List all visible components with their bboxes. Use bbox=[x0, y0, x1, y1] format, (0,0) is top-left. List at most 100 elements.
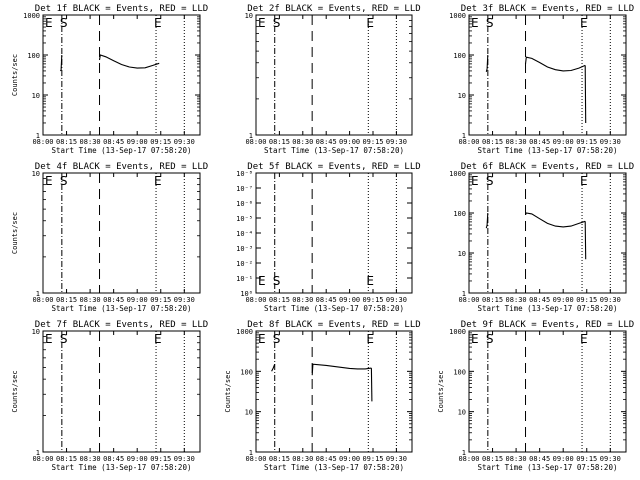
chart-title: Det 5f BLACK = Events, RED = LLD bbox=[247, 162, 420, 172]
x-tick-label: 08:00 bbox=[245, 455, 266, 463]
x-tick-label: 08:30 bbox=[506, 296, 527, 304]
event-marker-e: E bbox=[45, 332, 53, 346]
series-line bbox=[370, 368, 373, 402]
x-tick-label: 09:30 bbox=[386, 296, 407, 304]
x-tick-label: 09:15 bbox=[362, 138, 383, 146]
y-tick-label: 10 bbox=[458, 409, 466, 417]
x-tick-label: 09:30 bbox=[600, 296, 621, 304]
y-tick-label: 1000 bbox=[236, 328, 253, 336]
event-marker-e: E bbox=[154, 16, 162, 30]
x-axis-label: Start Time (13-Sep-17 07:58:20) bbox=[478, 463, 618, 472]
y-tick-label: 1000 bbox=[23, 12, 40, 20]
x-tick-label: 08:15 bbox=[482, 138, 503, 146]
event-marker-e: E bbox=[258, 16, 266, 30]
y-tick-label: 10⁻¹ bbox=[236, 275, 253, 283]
event-marker-s: S bbox=[486, 332, 494, 346]
x-tick-label: 08:30 bbox=[80, 455, 101, 463]
x-tick-label: 08:45 bbox=[529, 138, 550, 146]
series-line bbox=[485, 54, 489, 72]
x-tick-label: 08:45 bbox=[103, 296, 124, 304]
chart-title: Det 1f BLACK = Events, RED = LLD bbox=[35, 4, 208, 14]
x-tick-label: 08:15 bbox=[482, 455, 503, 463]
x-tick-label: 08:00 bbox=[458, 138, 479, 146]
y-tick-label: 10⁻⁵ bbox=[236, 215, 253, 223]
x-tick-label: 08:45 bbox=[529, 296, 550, 304]
event-marker-e: E bbox=[471, 332, 479, 346]
x-axis-label: Start Time (13-Sep-17 07:58:20) bbox=[264, 463, 404, 472]
x-tick-label: 09:00 bbox=[339, 455, 360, 463]
x-axis-label: Start Time (13-Sep-17 07:58:20) bbox=[52, 146, 192, 155]
series-line bbox=[311, 363, 372, 376]
y-tick-label: 10 bbox=[32, 92, 40, 100]
series-line bbox=[59, 54, 63, 72]
x-tick-label: 09:15 bbox=[150, 455, 171, 463]
y-tick-label: 1000 bbox=[449, 328, 466, 336]
y-tick-label: 10 bbox=[245, 12, 253, 20]
series-line bbox=[524, 212, 586, 228]
y-tick-label: 10 bbox=[32, 328, 40, 336]
event-marker-e: E bbox=[154, 332, 162, 346]
x-tick-label: 09:00 bbox=[127, 455, 148, 463]
x-tick-label: 09:30 bbox=[600, 455, 621, 463]
y-tick-label: 10⁻⁶ bbox=[236, 200, 253, 208]
x-tick-label: 08:00 bbox=[32, 296, 53, 304]
x-axis-label: Start Time (13-Sep-17 07:58:20) bbox=[478, 146, 618, 155]
x-tick-label: 08:45 bbox=[529, 455, 550, 463]
chart-title: Det 3f BLACK = Events, RED = LLD bbox=[461, 4, 634, 14]
chart-title: Det 6f BLACK = Events, RED = LLD bbox=[461, 162, 634, 172]
x-axis-label: Start Time (13-Sep-17 07:58:20) bbox=[264, 146, 404, 155]
y-tick-label: 1 bbox=[36, 290, 40, 298]
y-tick-label: 10 bbox=[245, 409, 253, 417]
x-tick-label: 09:00 bbox=[553, 455, 574, 463]
event-marker-e: E bbox=[258, 332, 266, 346]
y-tick-label: 10 bbox=[458, 92, 466, 100]
y-tick-label: 100 bbox=[240, 368, 253, 376]
plot-frame bbox=[468, 330, 627, 453]
x-tick-label: 08:30 bbox=[292, 455, 313, 463]
x-tick-label: 09:15 bbox=[362, 455, 383, 463]
event-marker-e: E bbox=[45, 16, 53, 30]
series-line bbox=[524, 56, 586, 72]
chart-title: Det 2f BLACK = Events, RED = LLD bbox=[247, 4, 420, 14]
y-axis-label: Counts/sec bbox=[11, 54, 19, 96]
y-tick-label: 10⁻⁷ bbox=[236, 185, 253, 193]
x-tick-label: 08:15 bbox=[482, 296, 503, 304]
plot-frame bbox=[468, 172, 627, 294]
y-tick-label: 100 bbox=[453, 210, 466, 218]
event-marker-e: E bbox=[471, 174, 479, 188]
x-tick-label: 08:45 bbox=[316, 455, 337, 463]
x-tick-label: 08:45 bbox=[103, 455, 124, 463]
x-tick-label: 09:30 bbox=[386, 455, 407, 463]
event-marker-e: E bbox=[471, 16, 479, 30]
y-tick-label: 1 bbox=[249, 132, 253, 140]
y-tick-label: 10⁻⁸ bbox=[236, 170, 253, 178]
y-tick-label: 1 bbox=[36, 132, 40, 140]
y-tick-label: 100 bbox=[27, 52, 40, 60]
y-axis-label: Counts/sec bbox=[11, 370, 19, 412]
x-axis-label: Start Time (13-Sep-17 07:58:20) bbox=[52, 463, 192, 472]
event-marker-s: S bbox=[60, 174, 68, 188]
x-tick-label: 08:15 bbox=[56, 296, 77, 304]
event-marker-s: S bbox=[273, 16, 281, 30]
y-tick-label: 1 bbox=[462, 132, 466, 140]
x-tick-label: 08:15 bbox=[56, 138, 77, 146]
series-line bbox=[584, 65, 587, 124]
x-tick-label: 09:15 bbox=[362, 296, 383, 304]
x-tick-label: 08:15 bbox=[56, 455, 77, 463]
x-tick-label: 08:00 bbox=[32, 455, 53, 463]
x-axis-label: Start Time (13-Sep-17 07:58:20) bbox=[264, 304, 404, 313]
series-line bbox=[271, 364, 276, 372]
chart-title: Det 7f BLACK = Events, RED = LLD bbox=[35, 320, 208, 330]
plot-frame bbox=[42, 330, 201, 453]
x-tick-label: 08:30 bbox=[292, 296, 313, 304]
x-tick-label: 09:15 bbox=[150, 138, 171, 146]
x-tick-label: 08:00 bbox=[245, 138, 266, 146]
event-marker-e: E bbox=[154, 174, 162, 188]
